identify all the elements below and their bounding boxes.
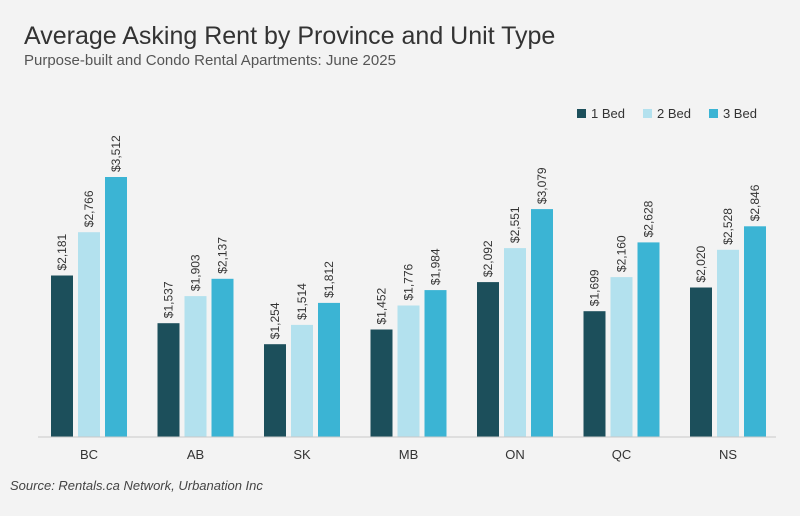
legend-label-3-bed: 3 Bed bbox=[722, 106, 757, 121]
bar-ab-2-bed bbox=[184, 296, 207, 437]
value-label-mb-1-bed: $1,452 bbox=[375, 287, 389, 324]
source-note: Source: Rentals.ca Network, Urbanation I… bbox=[10, 478, 263, 493]
x-tick-label-ns: NS bbox=[719, 447, 737, 462]
bar-qc-2-bed bbox=[610, 277, 633, 437]
bar-mb-2-bed bbox=[397, 305, 420, 437]
bar-sk-1-bed bbox=[264, 344, 286, 437]
value-label-mb-3-bed: $1,984 bbox=[429, 248, 443, 285]
legend-item-2-bed: 2 Bed bbox=[642, 106, 691, 121]
value-label-qc-2-bed: $2,160 bbox=[615, 235, 629, 272]
x-tick-label-sk: SK bbox=[293, 447, 311, 462]
value-label-mb-2-bed: $1,776 bbox=[402, 263, 416, 300]
legend-item-1-bed: 1 Bed bbox=[577, 106, 625, 121]
value-label-bc-1-bed: $2,181 bbox=[55, 233, 69, 270]
legend: 1 Bed 2 Bed 3 Bed bbox=[577, 106, 757, 121]
bar-on-3-bed bbox=[531, 209, 553, 437]
value-label-ab-3-bed: $2,137 bbox=[216, 237, 230, 274]
chart-title: Average Asking Rent by Province and Unit… bbox=[24, 22, 556, 50]
bar-ns-2-bed bbox=[717, 249, 739, 437]
value-label-qc-1-bed: $1,699 bbox=[588, 269, 602, 306]
legend-label-2-bed: 2 Bed bbox=[656, 106, 691, 121]
value-label-ns-2-bed: $2,528 bbox=[721, 208, 735, 245]
bar-bc-3-bed bbox=[105, 177, 127, 437]
value-label-ns-3-bed: $2,846 bbox=[748, 184, 762, 221]
value-label-ab-1-bed: $1,537 bbox=[162, 281, 176, 318]
bar-on-2-bed bbox=[504, 248, 526, 437]
value-label-sk-1-bed: $1,254 bbox=[268, 302, 282, 339]
value-labels-group: $2,181 $2,766 $3,512 $1,537 $1,903 $2,137 $1,2… bbox=[55, 135, 762, 339]
value-label-on-1-bed: $2,092 bbox=[481, 240, 495, 277]
bar-ab-1-bed bbox=[157, 323, 180, 437]
bar-bc-2-bed bbox=[78, 232, 100, 437]
value-label-ns-1-bed: $2,020 bbox=[694, 245, 708, 282]
bar-sk-3-bed bbox=[318, 302, 340, 437]
bar-ab-3-bed bbox=[211, 278, 234, 437]
value-label-on-2-bed: $2,551 bbox=[508, 206, 522, 243]
x-tick-label-on: ON bbox=[505, 447, 525, 462]
bar-chart: $2,181 $2,766 $3,512 $1,537 $1,903 $2,137 $1,2… bbox=[38, 135, 776, 462]
x-tick-label-mb: MB bbox=[399, 447, 419, 462]
x-tick-labels-group: BC AB SK MB ON QC NS bbox=[80, 447, 737, 462]
bars-group bbox=[51, 177, 766, 437]
value-label-bc-2-bed: $2,766 bbox=[82, 190, 96, 227]
value-label-on-3-bed: $3,079 bbox=[535, 167, 549, 204]
legend-swatch-1-bed bbox=[577, 109, 586, 118]
bar-ns-1-bed bbox=[690, 287, 712, 437]
bar-qc-3-bed bbox=[637, 242, 660, 437]
x-tick-label-bc: BC bbox=[80, 447, 98, 462]
bar-qc-1-bed bbox=[583, 311, 606, 437]
value-label-sk-3-bed: $1,812 bbox=[322, 261, 336, 298]
bar-sk-2-bed bbox=[291, 324, 313, 437]
bar-mb-3-bed bbox=[424, 290, 447, 437]
legend-swatch-2-bed bbox=[642, 109, 652, 118]
bar-mb-1-bed bbox=[370, 329, 393, 437]
value-label-qc-3-bed: $2,628 bbox=[642, 200, 656, 237]
chart-subtitle: Purpose-built and Condo Rental Apartment… bbox=[24, 52, 396, 69]
x-tick-label-qc: QC bbox=[612, 447, 632, 462]
bar-bc-1-bed bbox=[51, 275, 73, 437]
x-tick-label-ab: AB bbox=[187, 447, 204, 462]
legend-swatch-3-bed bbox=[708, 109, 718, 118]
value-label-ab-2-bed: $1,903 bbox=[189, 254, 203, 291]
value-label-sk-2-bed: $1,514 bbox=[295, 283, 309, 320]
bar-ns-3-bed bbox=[744, 226, 766, 437]
value-label-bc-3-bed: $3,512 bbox=[109, 135, 123, 172]
legend-item-3-bed: 3 Bed bbox=[708, 106, 757, 121]
legend-label-1-bed: 1 Bed bbox=[591, 106, 625, 121]
bar-on-1-bed bbox=[477, 282, 499, 437]
